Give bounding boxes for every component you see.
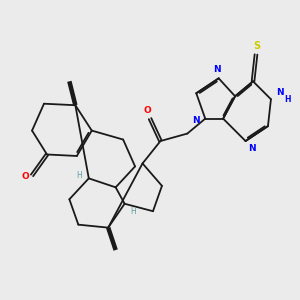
Text: N: N	[192, 116, 200, 124]
Text: H: H	[130, 207, 136, 216]
Text: N: N	[213, 64, 221, 74]
Text: H: H	[285, 95, 291, 104]
Text: N: N	[276, 88, 284, 97]
Text: S: S	[253, 41, 260, 51]
Text: N: N	[248, 144, 256, 153]
Text: O: O	[144, 106, 152, 115]
Text: H: H	[76, 172, 82, 181]
Text: O: O	[21, 172, 29, 182]
